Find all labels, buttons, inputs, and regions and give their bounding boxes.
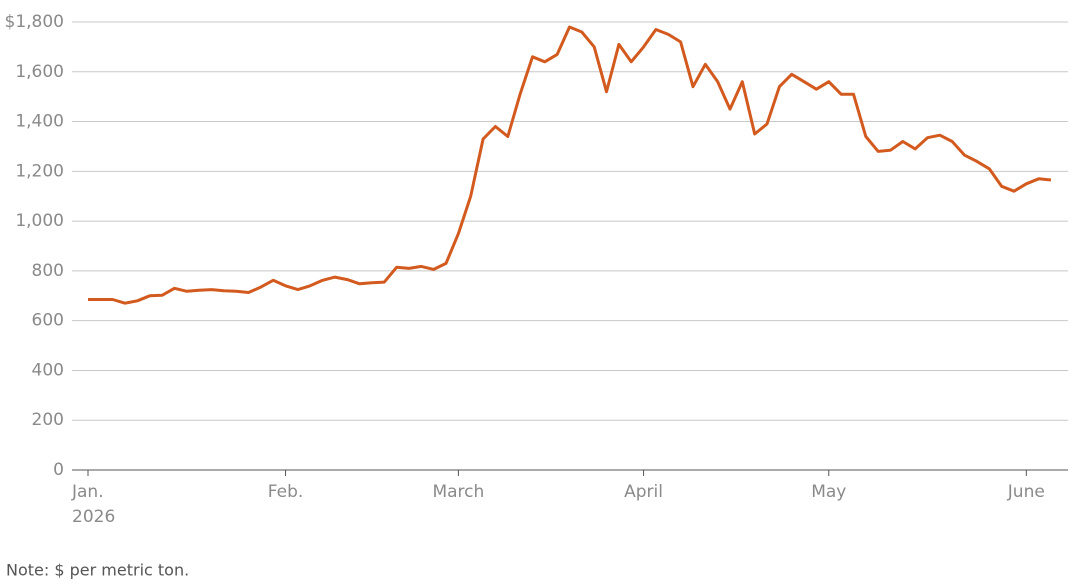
y-tick-label: 600 [32, 311, 64, 331]
y-tick-label: 1,200 [15, 161, 64, 181]
x-tick-label: May [811, 482, 846, 502]
y-tick-label: 400 [32, 360, 64, 380]
note: Note: $ per metric ton. [6, 561, 189, 580]
x-tick-label: Feb. [268, 482, 304, 502]
y-tick-label: 0 [53, 460, 64, 480]
y-tick-label: 1,000 [15, 211, 64, 231]
x-tick-label: June [1007, 482, 1045, 502]
y-tick-label: 200 [32, 410, 64, 430]
x-tick-label: Jan. [71, 482, 104, 502]
y-tick-label: 800 [32, 261, 64, 281]
price-line [88, 25, 1052, 305]
x-tick-label: April [624, 482, 663, 502]
y-tick-label: 1,600 [15, 62, 64, 82]
y-tick-label: 1,400 [15, 112, 64, 132]
x-tick-label: March [432, 482, 484, 502]
y-tick-label: $1,800 [5, 12, 64, 32]
x-year-label: 2026 [72, 507, 115, 527]
